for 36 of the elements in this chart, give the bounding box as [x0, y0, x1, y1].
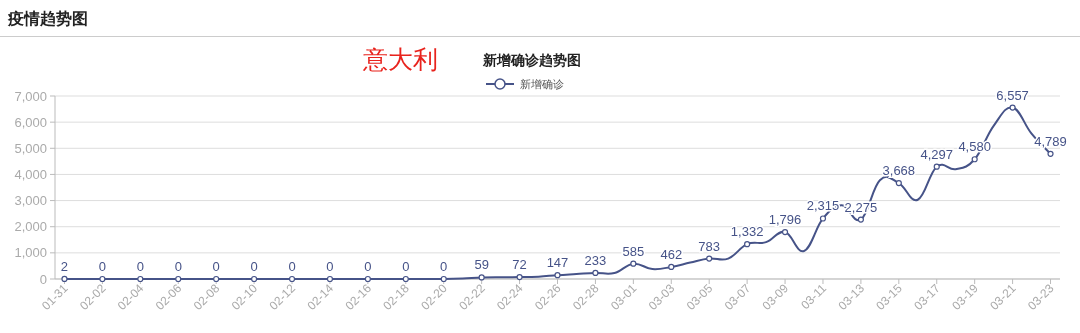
chart-title: 新增确诊趋势图 [482, 52, 581, 68]
data-label: 59 [474, 257, 489, 273]
data-label: 1,332 [730, 224, 764, 240]
data-label: 0 [326, 259, 334, 274]
y-tick-label: 4,000 [14, 166, 47, 182]
data-label: 783 [698, 238, 721, 254]
y-tick-label: 7,000 [14, 88, 47, 104]
data-label: 0 [250, 259, 258, 274]
text: 意大利 [361, 45, 438, 73]
y-tick-label: 2,000 [14, 219, 47, 235]
data-label: 3,668 [882, 163, 916, 179]
data-label: 1,796 [768, 212, 802, 228]
y-tick-label: 5,000 [14, 140, 47, 156]
data-label: 147 [546, 255, 569, 271]
data-label: 0 [288, 259, 296, 274]
data-label: 6,557 [996, 87, 1029, 103]
data-label: 233 [584, 252, 607, 268]
data-label: 4,297 [920, 146, 954, 162]
data-label: 2 [60, 258, 69, 274]
data-label: 0 [98, 259, 107, 274]
data-label: 585 [622, 243, 645, 259]
data-label: 0 [212, 259, 220, 274]
data-label: 462 [660, 246, 683, 262]
data-label: 2,315 [806, 198, 840, 214]
data-label: 0 [440, 259, 448, 274]
data-label: 0 [402, 259, 410, 274]
data-label: 0 [364, 259, 372, 274]
y-tick-label: 1,000 [14, 245, 47, 261]
data-label: 0 [174, 259, 182, 274]
data-label: 0 [136, 259, 144, 274]
text: 疫情趋势图 [7, 10, 88, 27]
legend-label: 新增确诊 [520, 78, 564, 90]
y-tick-label: 3,000 [14, 193, 47, 209]
data-label: 72 [512, 257, 527, 273]
y-tick-label: 0 [39, 271, 47, 287]
y-tick-label: 6,000 [14, 114, 47, 130]
